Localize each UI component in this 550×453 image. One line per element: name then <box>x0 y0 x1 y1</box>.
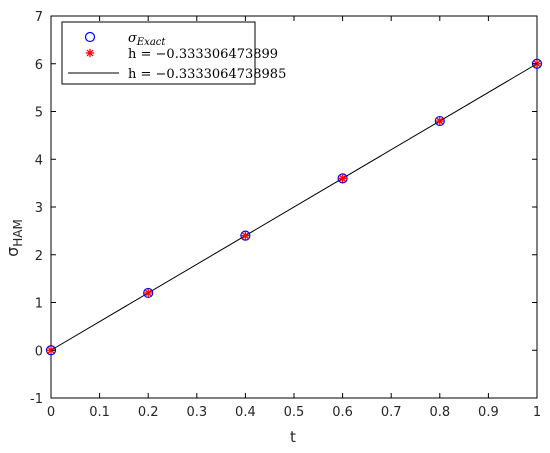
y-tick-label: 2 <box>35 249 43 264</box>
x-tick-label: 0.4 <box>235 405 256 420</box>
x-tick-label: 0.8 <box>429 405 450 420</box>
data-point-exact <box>434 115 445 127</box>
asterisk-stroke <box>241 232 249 240</box>
asterisk-stroke <box>339 174 347 182</box>
x-tick-label: 0.1 <box>89 405 110 420</box>
series-line-h2 <box>50 63 538 351</box>
asterisk-stroke <box>86 49 94 57</box>
x-tick-label: 0.3 <box>186 405 207 420</box>
data-point-exact <box>337 173 348 184</box>
x-tick-label: 1 <box>533 405 541 420</box>
data-point-h1 <box>144 288 153 298</box>
legend-asterisk-marker <box>85 48 95 58</box>
y-tick-label: -1 <box>30 392 43 407</box>
y-tick-label: 5 <box>35 106 43 121</box>
legend-entry-h2: h = −0.3333064738985 <box>68 67 286 82</box>
x-tick-label: 0.2 <box>138 405 159 420</box>
asterisk-stroke <box>436 117 444 125</box>
y-axis-label: σHAM <box>3 219 25 257</box>
x-tick-label: 0 <box>47 405 55 420</box>
y-tick-label: 0 <box>35 344 43 359</box>
y-tick-label: 3 <box>35 201 43 216</box>
data-point-exact <box>143 287 154 299</box>
data-point-h1 <box>338 174 347 183</box>
data-point-h1 <box>435 116 444 126</box>
data-point-exact <box>240 230 251 241</box>
x-tick-label: 0.9 <box>478 405 499 420</box>
y-axis-label-sub: HAM <box>11 219 25 247</box>
legend-entry-h1: h = −0.333306473899 <box>85 47 278 62</box>
x-tick-label: 0.7 <box>381 405 402 420</box>
y-tick-label: 1 <box>35 297 43 312</box>
y-tick-label: 6 <box>35 58 43 73</box>
legend-label-exact: σExact <box>128 31 166 48</box>
x-tick-label: 0.6 <box>332 405 353 420</box>
axis-ticks: 0 0.1 0.2 0.3 0.4 0.5 0.6 0.7 0.8 0.9 1 -1 0 1 2 3 4 5 6 7 <box>30 10 541 420</box>
x-tick-label: 0.5 <box>284 405 305 420</box>
asterisk-stroke <box>144 289 152 297</box>
data-point-h1 <box>241 231 250 240</box>
legend-circle-marker <box>84 31 96 43</box>
legend-entry-exact: σExact <box>84 31 166 48</box>
y-tick-label: 7 <box>35 10 43 25</box>
x-axis-label: t <box>290 428 296 446</box>
legend-label-h1: h = −0.333306473899 <box>128 47 278 62</box>
y-tick-label: 4 <box>35 153 43 168</box>
legend-label-exact-main: σ <box>128 31 138 46</box>
legend-label-h2: h = −0.3333064738985 <box>128 67 286 82</box>
legend-asterisk-glyph <box>85 48 95 58</box>
y-axis-label-main: σ <box>3 247 22 257</box>
legend: σExact h = −0.333306473899 h = −0.333306… <box>61 21 286 85</box>
legend-label-exact-sub: Exact <box>136 37 167 48</box>
